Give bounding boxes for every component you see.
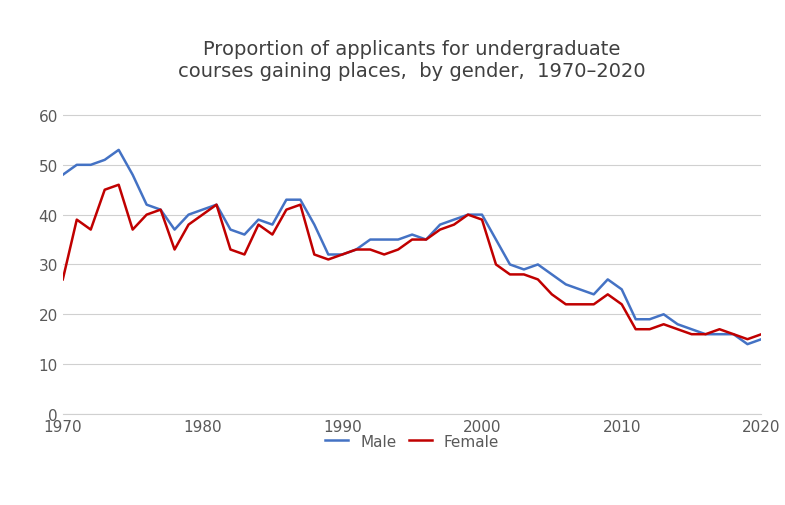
Male (226, 227, 236, 233)
Line: Male: Male (63, 150, 761, 344)
Title: Proportion of applicants for undergraduate
courses gaining places,  by gender,  : Proportion of applicants for undergradua… (178, 40, 646, 81)
Female (757, 331, 766, 337)
Female (226, 247, 236, 253)
Male (114, 147, 123, 154)
Legend: Male, Female: Male, Female (319, 428, 506, 455)
Male (296, 197, 305, 204)
Female (282, 207, 291, 213)
Male (282, 197, 291, 204)
Male (58, 172, 68, 178)
Female (114, 182, 123, 188)
Female (58, 277, 68, 283)
Male (533, 262, 542, 268)
Male (728, 331, 738, 337)
Male (743, 341, 752, 347)
Female (743, 336, 752, 342)
Female (575, 301, 585, 308)
Female (728, 331, 738, 337)
Female (533, 277, 542, 283)
Line: Female: Female (63, 185, 761, 339)
Male (575, 287, 585, 293)
Male (757, 336, 766, 342)
Female (296, 202, 305, 208)
